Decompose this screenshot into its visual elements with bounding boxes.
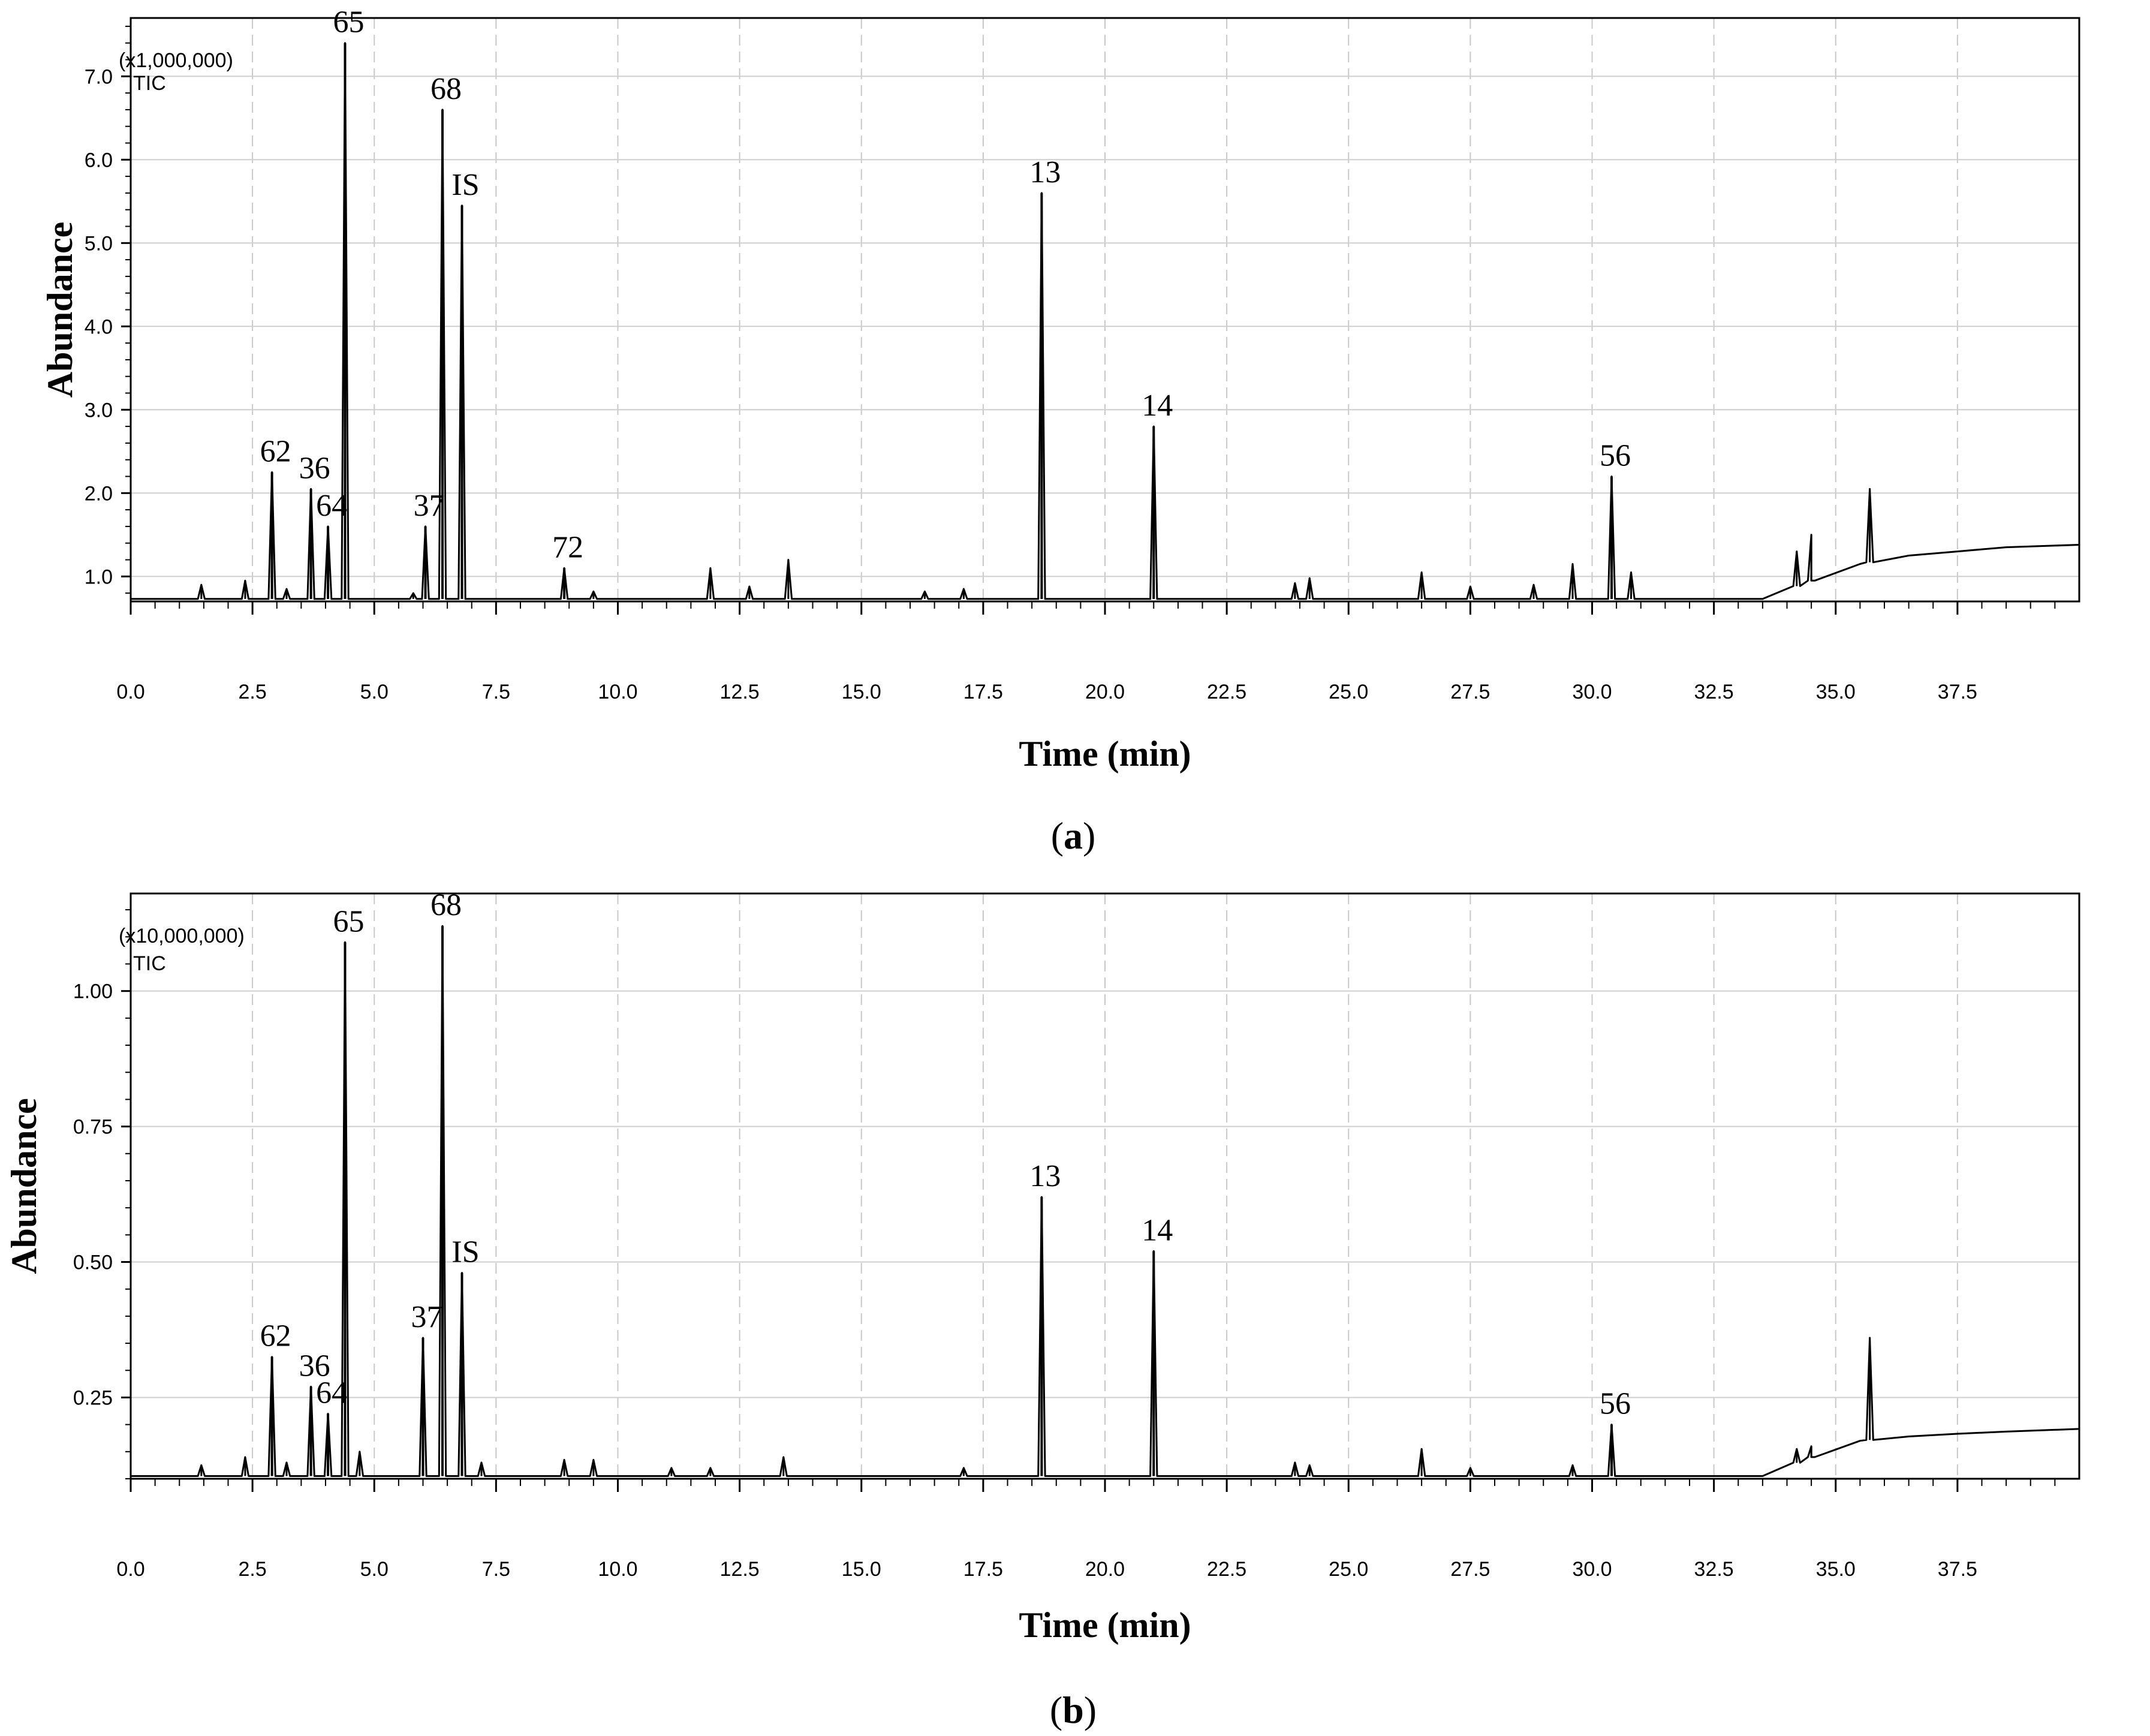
chromatogram-panel-a: 0.0 2.5 5.0 7.5 10.0 12.5 15.0 17.5 20.0 22.5 25.0… xyxy=(40,5,2080,857)
x-tick-label: 22.5 xyxy=(1207,681,1246,703)
x-tick-label: 10.0 xyxy=(598,1558,637,1581)
y-tick-label: 1.00 xyxy=(73,980,113,1003)
panel-label-open: ( xyxy=(1051,814,1064,857)
x-tick-label: 17.5 xyxy=(963,681,1003,703)
x-tick-label: 25.0 xyxy=(1329,1558,1368,1581)
trace-label: TIC xyxy=(133,952,166,975)
panel-label-close: ) xyxy=(1084,1689,1097,1731)
trace-label: TIC xyxy=(133,72,166,95)
peak-label: 64 xyxy=(316,1376,347,1410)
peak-label: 13 xyxy=(1029,155,1061,189)
y-tick-label: 5.0 xyxy=(85,232,113,255)
x-tick-label: 32.5 xyxy=(1694,1558,1734,1581)
peak-label: 65 xyxy=(333,5,365,40)
x-axis-title: Time (min) xyxy=(1019,1605,1191,1645)
y-unit-label: (x1,000,000) xyxy=(119,49,233,72)
y-tick-label: 0.75 xyxy=(73,1116,113,1139)
x-axis-title: Time (min) xyxy=(1019,734,1191,774)
x-tick-label: 17.5 xyxy=(963,1558,1003,1581)
x-tick-label: 37.5 xyxy=(1938,1558,1977,1581)
y-tick-label: 7.0 xyxy=(85,65,113,88)
chromatogram-panel-b: 0.0 2.5 5.0 7.5 10.0 12.5 15.0 17.5 20.0 22.5 25.0… xyxy=(4,888,2080,1731)
x-tick-label: 27.5 xyxy=(1450,681,1490,703)
panel-label: (a) xyxy=(1051,814,1096,857)
x-tick-label: 0.0 xyxy=(116,1558,144,1581)
x-tick-label: 37.5 xyxy=(1938,681,1977,703)
x-tick-label: 35.0 xyxy=(1816,681,1856,703)
y-tick-label: 6.0 xyxy=(85,149,113,172)
tic-trace-line xyxy=(131,925,2080,1477)
x-tick-label: 30.0 xyxy=(1572,681,1612,703)
peak-label: 37 xyxy=(411,1300,442,1334)
x-tick-label: 30.0 xyxy=(1572,1558,1612,1581)
x-tick-label: 20.0 xyxy=(1085,681,1125,703)
panel-label-open: ( xyxy=(1050,1689,1062,1731)
x-tick-label: 10.0 xyxy=(598,681,637,703)
peak-label: 14 xyxy=(1142,389,1173,423)
x-tick-label: 35.0 xyxy=(1816,1558,1856,1581)
x-tick-label: 5.0 xyxy=(360,681,389,703)
peak-label: 62 xyxy=(260,1319,291,1353)
x-tick-label: 12.5 xyxy=(720,681,760,703)
panel-label-letter: b xyxy=(1062,1689,1084,1731)
peak-label: IS xyxy=(451,1235,479,1269)
y-axis-title: Abundance xyxy=(40,222,80,398)
peak-label: 14 xyxy=(1142,1213,1173,1247)
x-tick-label: 20.0 xyxy=(1085,1558,1125,1581)
y-unit-label: (x10,000,000) xyxy=(119,925,245,947)
panel-label-letter: a xyxy=(1064,814,1083,857)
x-tick-label: 15.0 xyxy=(842,1558,881,1581)
y-tick-label: 1.0 xyxy=(85,565,113,588)
x-tick-label: 7.5 xyxy=(482,681,510,703)
y-tick-label: 3.0 xyxy=(85,399,113,422)
peak-label: 68 xyxy=(430,72,462,106)
peak-label: 64 xyxy=(316,489,347,523)
x-tick-label: 2.5 xyxy=(238,681,266,703)
x-tick-label: 27.5 xyxy=(1450,1558,1490,1581)
peak-label: 68 xyxy=(430,888,462,922)
panel-label: (b) xyxy=(1050,1689,1097,1731)
panel-label-close: ) xyxy=(1083,814,1095,857)
x-tick-label: 7.5 xyxy=(482,1558,510,1581)
peak-label: 36 xyxy=(299,451,330,485)
peak-label: 37 xyxy=(414,489,445,523)
peak-label: 56 xyxy=(1600,1387,1631,1421)
y-tick-label: 4.0 xyxy=(85,315,113,338)
x-tick-label: 0.0 xyxy=(116,681,144,703)
peak-label: 13 xyxy=(1029,1159,1061,1193)
y-tick-label: 0.50 xyxy=(73,1251,113,1274)
x-tick-label: 15.0 xyxy=(842,681,881,703)
y-tick-label: 2.0 xyxy=(85,482,113,505)
x-tick-label: 12.5 xyxy=(720,1558,760,1581)
x-tick-label: 2.5 xyxy=(238,1558,266,1581)
peak-label: 65 xyxy=(333,904,365,938)
peak-label: IS xyxy=(451,168,479,202)
x-tick-label: 32.5 xyxy=(1694,681,1734,703)
y-tick-label: 0.25 xyxy=(73,1386,113,1409)
y-axis-title: Abundance xyxy=(4,1098,44,1274)
x-tick-label: 22.5 xyxy=(1207,1558,1246,1581)
peak-label: 36 xyxy=(299,1349,330,1383)
peak-label: 62 xyxy=(260,435,291,469)
peak-label: 56 xyxy=(1600,439,1631,473)
x-tick-label: 5.0 xyxy=(360,1558,389,1581)
x-tick-label: 25.0 xyxy=(1329,681,1368,703)
peak-label: 72 xyxy=(552,530,583,564)
